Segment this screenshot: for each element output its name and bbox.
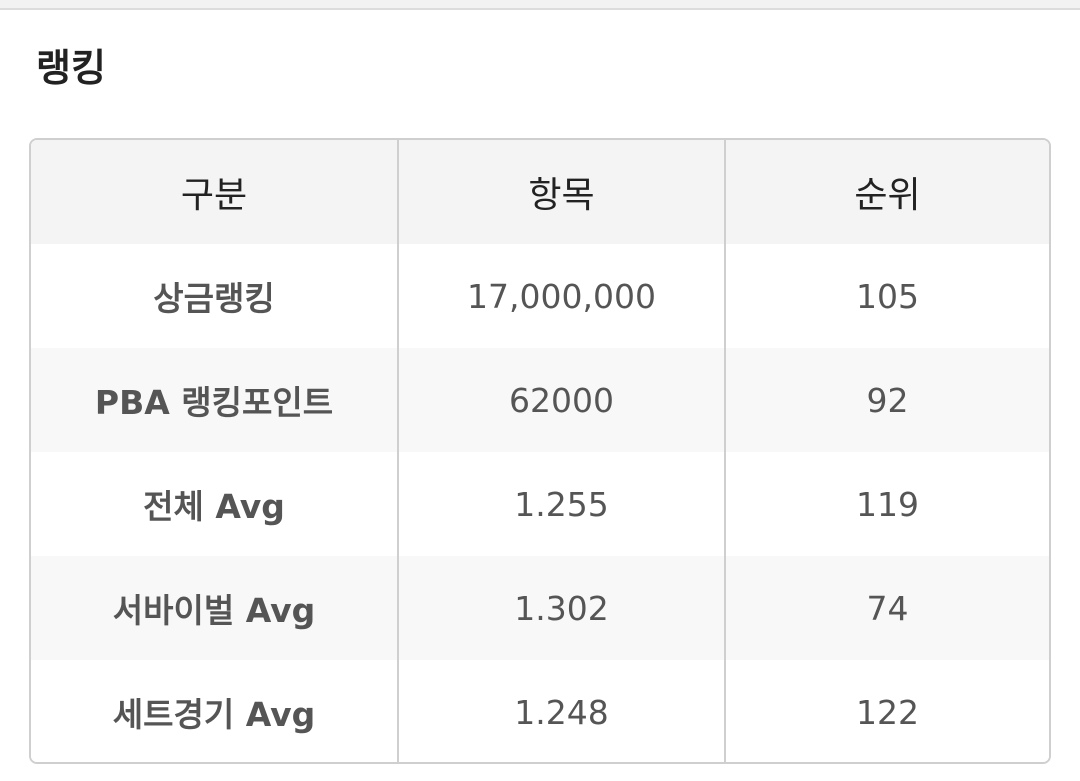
section-title: 랭킹 [36, 46, 106, 90]
row-rank: 105 [856, 276, 919, 316]
table-row: 서바이벌 Avg 1.302 74 [31, 556, 1049, 660]
header-item: 항목 [398, 140, 726, 244]
header-category: 구분 [31, 140, 399, 244]
row-label: 상금랭킹 [31, 244, 399, 348]
row-value: 1.248 [398, 660, 726, 762]
row-value: 62000 [398, 348, 726, 452]
table-row: 세트경기 Avg 1.248 122 [31, 660, 1049, 762]
table-row: PBA 랭킹포인트 62000 92 [31, 348, 1049, 452]
table-header-row: 구분 항목 순위 [31, 140, 1049, 244]
table-row: 상금랭킹 17,000,000 105 [31, 244, 1049, 348]
row-label: 세트경기 Avg [31, 660, 399, 762]
row-label: PBA 랭킹포인트 [31, 348, 399, 452]
row-rank: 119 [856, 484, 919, 524]
row-rank: 92 [866, 380, 909, 420]
header-rank: 순위 [854, 175, 921, 216]
row-value: 17,000,000 [398, 244, 726, 348]
row-label: 서바이벌 Avg [31, 556, 399, 660]
row-rank: 122 [856, 692, 919, 732]
table-row: 전체 Avg 1.255 119 [31, 452, 1049, 556]
row-rank: 74 [866, 588, 909, 628]
top-divider [0, 0, 1080, 10]
ranking-table: 구분 항목 순위 상금랭킹 17,000,000 105 PBA 랭킹포인트 6… [29, 138, 1051, 764]
row-label: 전체 Avg [31, 452, 399, 556]
row-value: 1.255 [398, 452, 726, 556]
row-value: 1.302 [398, 556, 726, 660]
